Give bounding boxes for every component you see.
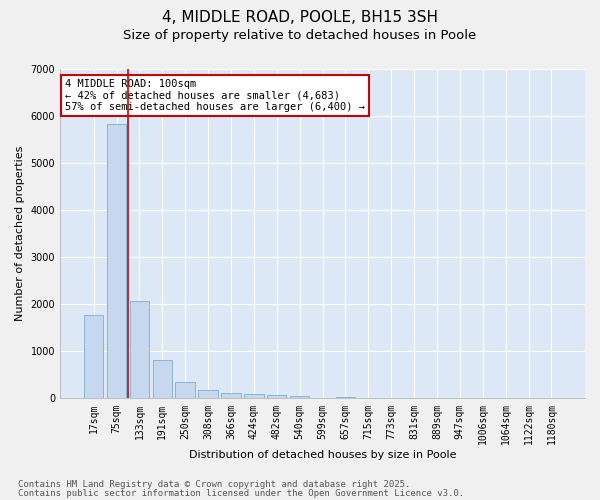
Y-axis label: Number of detached properties: Number of detached properties bbox=[15, 146, 25, 322]
Bar bbox=[175, 382, 195, 398]
Bar bbox=[107, 124, 126, 398]
Bar bbox=[244, 394, 263, 398]
Text: 4, MIDDLE ROAD, POOLE, BH15 3SH: 4, MIDDLE ROAD, POOLE, BH15 3SH bbox=[162, 10, 438, 25]
Bar bbox=[130, 300, 149, 398]
Text: Contains public sector information licensed under the Open Government Licence v3: Contains public sector information licen… bbox=[18, 489, 464, 498]
X-axis label: Distribution of detached houses by size in Poole: Distribution of detached houses by size … bbox=[189, 450, 456, 460]
Text: Size of property relative to detached houses in Poole: Size of property relative to detached ho… bbox=[124, 29, 476, 42]
Bar bbox=[84, 314, 103, 398]
Bar bbox=[267, 395, 286, 398]
Bar bbox=[290, 396, 310, 398]
Bar bbox=[221, 394, 241, 398]
Bar bbox=[199, 390, 218, 398]
Text: Contains HM Land Registry data © Crown copyright and database right 2025.: Contains HM Land Registry data © Crown c… bbox=[18, 480, 410, 489]
Bar bbox=[152, 360, 172, 399]
Text: 4 MIDDLE ROAD: 100sqm
← 42% of detached houses are smaller (4,683)
57% of semi-d: 4 MIDDLE ROAD: 100sqm ← 42% of detached … bbox=[65, 79, 365, 112]
Bar bbox=[335, 396, 355, 398]
